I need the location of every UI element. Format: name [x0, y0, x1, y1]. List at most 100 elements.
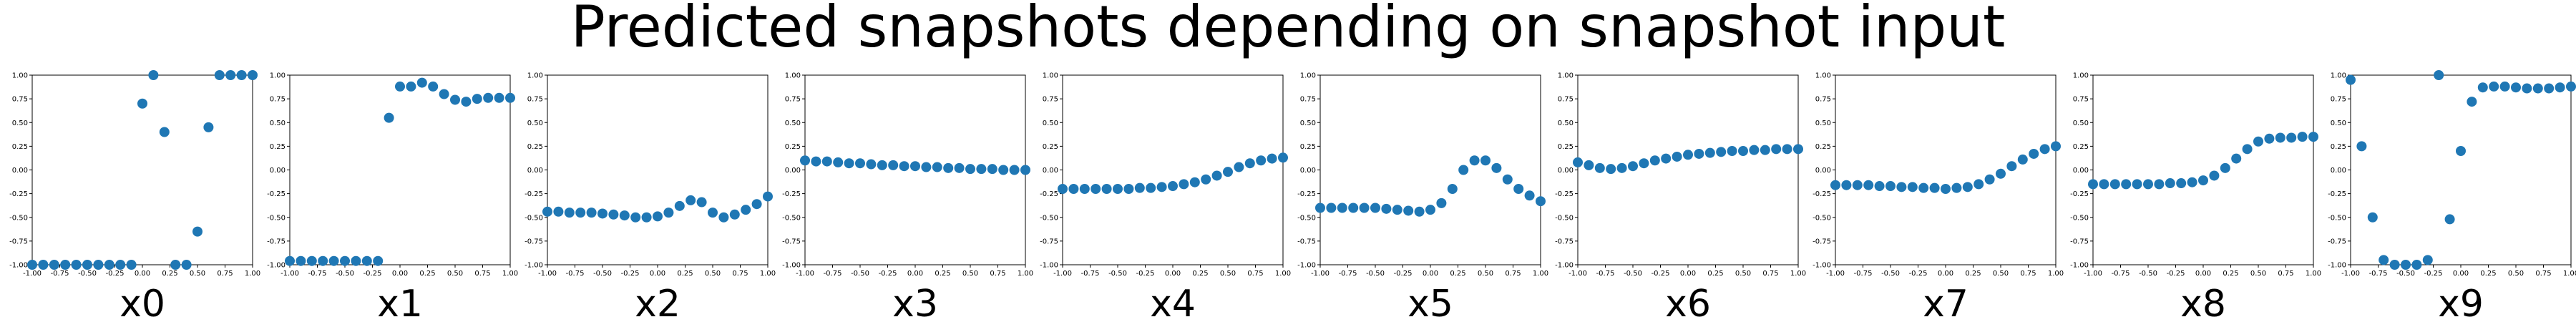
data-point [1458, 165, 1469, 175]
data-point [49, 260, 59, 270]
y-tick-label: 0.75 [1815, 96, 1831, 104]
y-tick-label: -1.00 [1040, 262, 1058, 270]
x-tick-label: 1.00 [2563, 270, 2576, 278]
data-point [248, 70, 258, 80]
data-point [505, 92, 515, 103]
x-tick-label: -0.50 [1366, 270, 1385, 278]
x-tick-label: -0.50 [78, 270, 97, 278]
x-tick-label: -1.00 [796, 270, 814, 278]
x-tick-label: -0.25 [2424, 270, 2443, 278]
x-axis-label: x3 [892, 283, 938, 322]
x-tick-label: 0.50 [1993, 270, 2009, 278]
x-tick-label: -0.25 [1909, 270, 1928, 278]
y-tick-label: 0.50 [1558, 119, 1574, 127]
y-tick-label: -0.50 [525, 214, 543, 222]
data-point [811, 156, 821, 167]
data-point [608, 209, 619, 220]
x-tick-label: -0.50 [1108, 270, 1127, 278]
y-tick-label: 1.00 [12, 72, 28, 80]
y-tick-label: -0.75 [1813, 238, 1831, 245]
x-tick-label: 0.50 [190, 270, 205, 278]
x-tick-label: 0.75 [990, 270, 1005, 278]
y-tick-label: -0.75 [1297, 238, 1316, 245]
x-tick-label: -1.00 [1311, 270, 1330, 278]
x-axis-label: x7 [1923, 283, 1968, 322]
data-point [1606, 164, 1616, 175]
x-tick-label: -1.00 [2084, 270, 2102, 278]
data-point [1996, 168, 2006, 179]
x-axis-label: x2 [635, 283, 680, 322]
y-tick-label: -0.50 [1555, 214, 1574, 222]
y-tick-label: -0.75 [525, 238, 543, 245]
data-point [844, 158, 854, 169]
y-tick-label: 1.00 [785, 72, 801, 80]
data-point [1179, 179, 1189, 190]
x-axis-label: x1 [377, 283, 423, 322]
data-point [1469, 155, 1480, 166]
data-point [1974, 179, 1984, 190]
x-tick-label: 0.75 [2535, 270, 2551, 278]
x-tick-label: -0.50 [593, 270, 612, 278]
data-point [2006, 161, 2017, 172]
x-tick-label: -0.50 [1624, 270, 1642, 278]
y-tick-label: 0.25 [1300, 143, 1316, 151]
x-tick-label: -0.25 [2167, 270, 2185, 278]
data-point [2555, 82, 2565, 93]
data-point [1101, 184, 1112, 194]
y-tick-label: -0.25 [1297, 190, 1316, 198]
y-tick-label: 0.50 [270, 119, 286, 127]
data-point [2297, 132, 2308, 142]
data-point [2187, 177, 2197, 187]
data-point [1951, 182, 1962, 193]
data-point [800, 155, 810, 166]
data-point [921, 162, 932, 172]
data-point [2017, 154, 2028, 165]
x-tick-label: -0.50 [2139, 270, 2157, 278]
y-tick-label: 1.00 [1558, 72, 1574, 80]
data-point [1704, 147, 1715, 158]
x-tick-label: 0.25 [1707, 270, 1723, 278]
x-tick-label: 1.00 [245, 270, 260, 278]
data-point [2511, 82, 2521, 93]
data-point [2411, 260, 2422, 270]
axes-frame [2092, 74, 2314, 265]
x-tick-label: 1.00 [502, 270, 518, 278]
data-point [1414, 206, 1425, 217]
data-point [2029, 148, 2039, 159]
y-tick-label: -0.75 [782, 238, 801, 245]
x-tick-label: -0.50 [336, 270, 354, 278]
y-tick-label: -0.75 [9, 238, 28, 245]
y-tick-label: 1.00 [1300, 72, 1316, 80]
data-point [2346, 74, 2356, 85]
data-point [461, 97, 472, 107]
data-point [729, 209, 740, 220]
x-tick-label: 0.50 [705, 270, 721, 278]
y-tick-label: -1.00 [782, 262, 801, 270]
data-point [2566, 81, 2576, 92]
data-point [361, 255, 372, 266]
data-point [1738, 146, 1748, 156]
x-tick-label: -0.75 [1081, 270, 1100, 278]
data-point [2389, 260, 2400, 270]
data-point [2143, 179, 2153, 190]
data-point [395, 81, 405, 92]
data-point [439, 89, 449, 99]
data-point [1793, 144, 1803, 155]
data-point [1009, 165, 1020, 175]
y-tick-label: -0.50 [267, 214, 286, 222]
data-point [653, 211, 663, 222]
data-point [1348, 203, 1359, 213]
y-tick-label: -0.25 [1555, 190, 1574, 198]
x-tick-label: 0.75 [1247, 270, 1263, 278]
data-point [2209, 170, 2220, 181]
data-point [1639, 158, 1649, 169]
data-point [696, 197, 707, 208]
y-tick-label: -1.00 [1555, 262, 1574, 270]
data-point [1852, 180, 1863, 190]
x-axis-label: x0 [119, 283, 165, 322]
data-point [641, 212, 652, 223]
data-point [2275, 132, 2285, 143]
data-point [1524, 190, 1535, 201]
x-tick-label: 0.25 [935, 270, 950, 278]
data-point [954, 162, 965, 173]
